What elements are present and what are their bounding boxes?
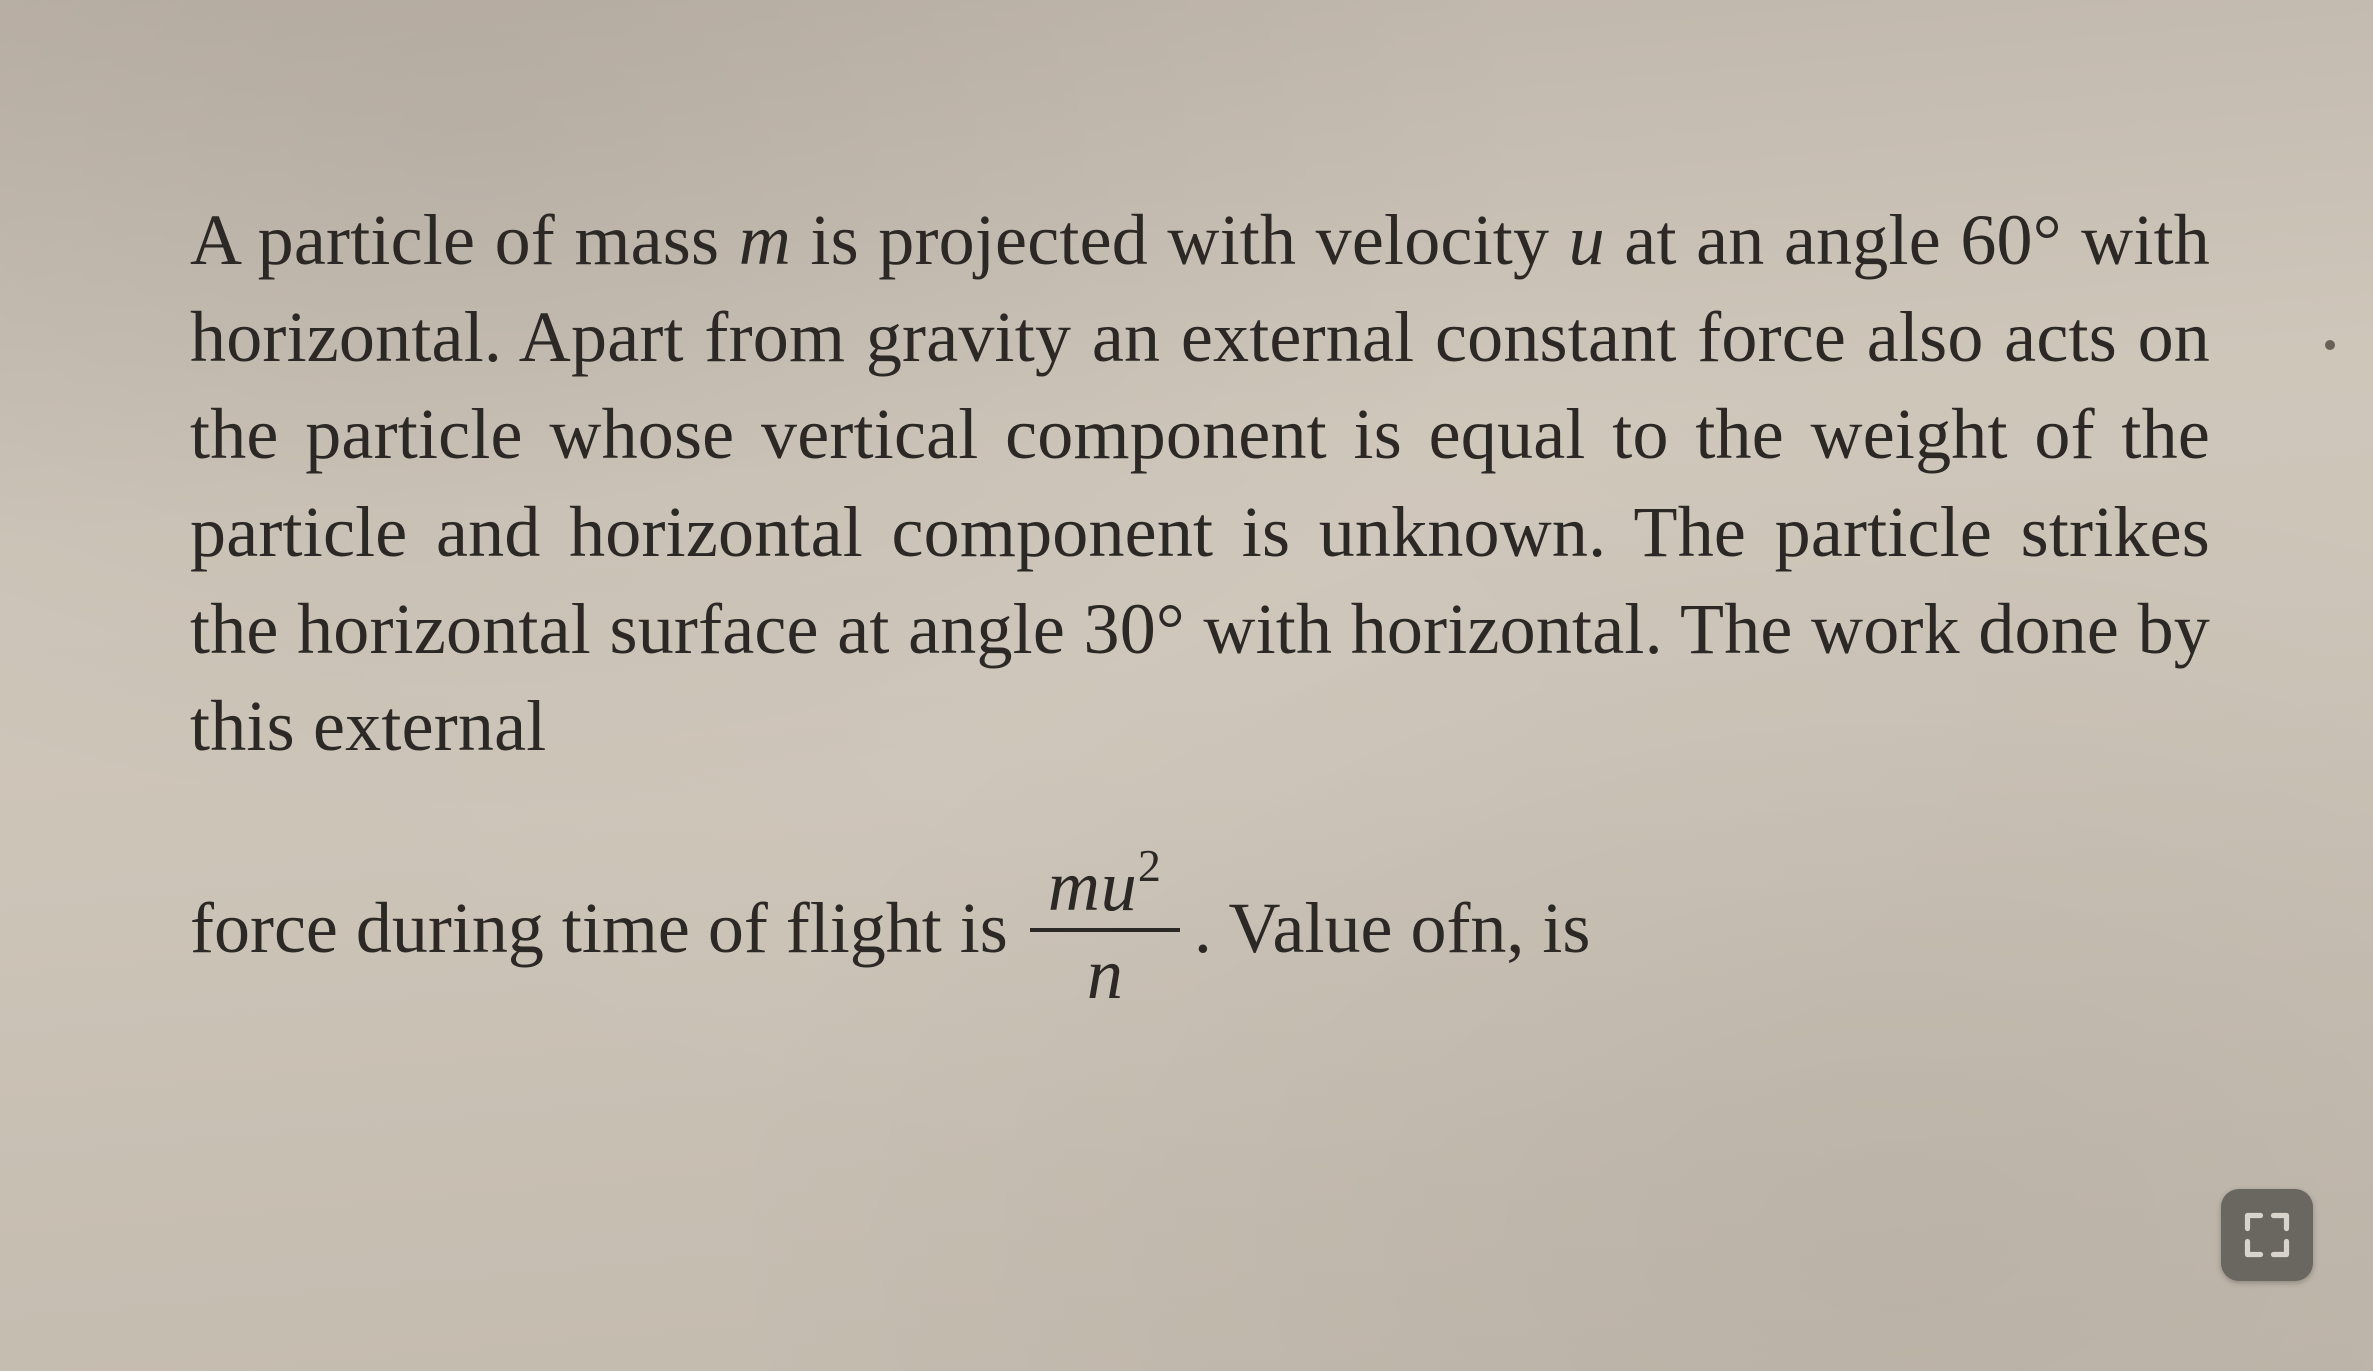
question-last-line: force during time of flight is mu2 n . V… (190, 847, 2210, 1010)
text-seg: at an angle 60° with horizontal. Apart f… (190, 200, 2210, 766)
var-u: u (1569, 200, 1605, 280)
text-seg: , is (1506, 885, 1590, 971)
question-text: A particle of mass m is projected with v… (190, 192, 2210, 775)
text-seg: is projected with velocity (791, 200, 1569, 280)
var-m: m (739, 200, 791, 280)
expand-icon (2241, 1209, 2293, 1261)
var-n: n (1470, 885, 1506, 971)
text-seg: A particle of mass (190, 200, 739, 280)
fraction: mu2 n (1030, 847, 1180, 1010)
stray-dot (2325, 340, 2335, 350)
frac-num-base: mu (1048, 846, 1138, 926)
question-block: A particle of mass m is projected with v… (190, 120, 2210, 1010)
text-seg: . Value of (1194, 885, 1471, 971)
frac-num-sup: 2 (1138, 840, 1162, 891)
fraction-numerator: mu2 (1042, 847, 1168, 928)
expand-button[interactable] (2221, 1189, 2313, 1281)
text-seg: force during time of flight is (190, 885, 1008, 971)
fraction-denominator: n (1081, 932, 1129, 1010)
